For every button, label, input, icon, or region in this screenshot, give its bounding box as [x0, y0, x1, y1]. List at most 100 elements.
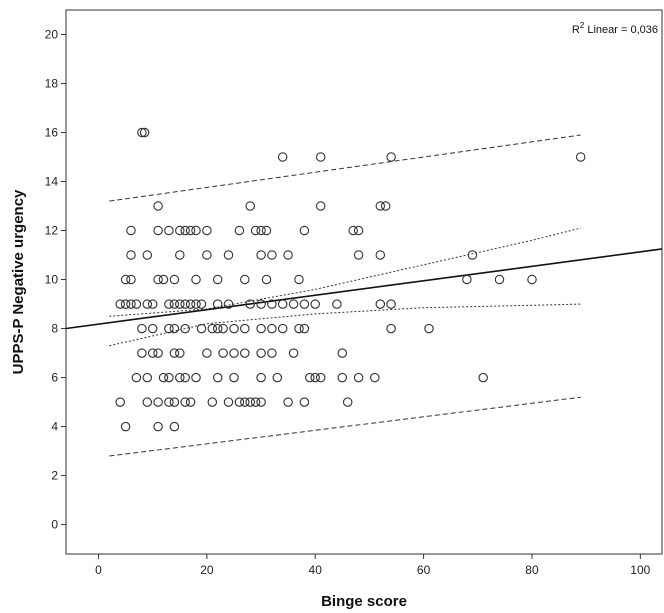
- data-point: [288, 348, 299, 358]
- data-point: [386, 152, 396, 162]
- ci-lower-curve: [109, 303, 581, 347]
- data-point: [337, 372, 348, 383]
- data-point: [261, 274, 272, 285]
- x-axis-title: Binge score: [321, 593, 407, 610]
- data-point: [120, 274, 131, 285]
- data-point: [527, 274, 537, 285]
- data-point: [353, 372, 364, 383]
- data-point: [115, 397, 125, 407]
- x-tick-label: 40: [309, 563, 323, 577]
- data-point: [185, 299, 196, 309]
- y-tick-label: 12: [45, 224, 59, 238]
- data-point: [126, 299, 136, 309]
- data-point: [256, 299, 266, 309]
- data-point: [120, 299, 131, 309]
- ci-upper-curve: [109, 227, 581, 317]
- data-point: [212, 299, 223, 309]
- data-point: [169, 348, 180, 358]
- data-point: [272, 372, 283, 383]
- data-point: [191, 225, 201, 236]
- data-point: [277, 299, 288, 309]
- data-point: [115, 299, 125, 309]
- data-point: [375, 299, 386, 309]
- data-point: [337, 348, 348, 358]
- data-point: [256, 397, 266, 407]
- y-tick-label: 10: [45, 273, 59, 287]
- data-point: [283, 250, 293, 260]
- x-tick-label: 0: [95, 563, 102, 577]
- data-point: [164, 225, 174, 236]
- data-point: [142, 250, 153, 260]
- data-point: [250, 397, 261, 407]
- data-point: [212, 274, 223, 285]
- data-point: [299, 323, 310, 334]
- data-point: [234, 225, 245, 236]
- data-point: [299, 225, 310, 236]
- data-point: [153, 274, 163, 285]
- data-point: [147, 323, 158, 334]
- data-point: [386, 323, 396, 334]
- y-tick-label: 18: [45, 77, 59, 91]
- data-point: [575, 152, 586, 162]
- data-point: [131, 372, 142, 383]
- data-point: [218, 348, 228, 358]
- data-points: [115, 127, 586, 432]
- y-tick-label: 14: [45, 175, 59, 189]
- data-point: [131, 299, 142, 309]
- data-point: [175, 299, 185, 309]
- data-point: [158, 274, 169, 285]
- data-point: [240, 348, 250, 358]
- data-point: [175, 225, 185, 236]
- data-point: [137, 127, 147, 138]
- data-point: [185, 397, 196, 407]
- x-tick-label: 60: [417, 563, 431, 577]
- data-point: [164, 299, 174, 309]
- data-point: [191, 274, 201, 285]
- data-point: [283, 397, 293, 407]
- data-point: [126, 274, 136, 285]
- data-point: [315, 201, 326, 211]
- data-point: [245, 299, 255, 309]
- data-point: [191, 372, 201, 383]
- data-point: [223, 397, 234, 407]
- data-point: [185, 225, 196, 236]
- data-point: [370, 372, 380, 383]
- x-axis: 0 20 40 60 80 100: [95, 554, 651, 577]
- data-point: [207, 323, 218, 334]
- data-point: [256, 323, 266, 334]
- data-point: [267, 323, 277, 334]
- data-point: [240, 397, 250, 407]
- data-point: [353, 225, 364, 236]
- data-point: [310, 372, 320, 383]
- data-point: [267, 348, 277, 358]
- data-point: [223, 250, 234, 260]
- data-point: [202, 225, 212, 236]
- data-point: [191, 299, 201, 309]
- pi-upper-line: [109, 134, 581, 202]
- pi-lower-line: [109, 396, 581, 457]
- x-tick-label: 100: [630, 563, 650, 577]
- data-point: [229, 323, 239, 334]
- data-point: [202, 250, 212, 260]
- prediction-band: [109, 134, 581, 457]
- data-point: [348, 225, 358, 236]
- data-point: [169, 274, 180, 285]
- data-point: [153, 201, 163, 211]
- data-point: [310, 299, 320, 309]
- data-point: [120, 421, 131, 432]
- data-point: [256, 372, 266, 383]
- data-point: [180, 225, 190, 236]
- y-tick-label: 20: [45, 28, 59, 42]
- data-point: [164, 397, 174, 407]
- data-point: [424, 323, 434, 334]
- data-point: [245, 397, 255, 407]
- y-tick-label: 0: [51, 518, 58, 532]
- r-squared-annotation: R2 Linear = 0,036: [572, 21, 658, 36]
- data-point: [256, 225, 266, 236]
- y-tick-label: 6: [51, 371, 58, 385]
- data-point: [256, 348, 266, 358]
- data-point: [375, 201, 386, 211]
- y-tick-label: 16: [45, 126, 59, 140]
- data-point: [212, 323, 223, 334]
